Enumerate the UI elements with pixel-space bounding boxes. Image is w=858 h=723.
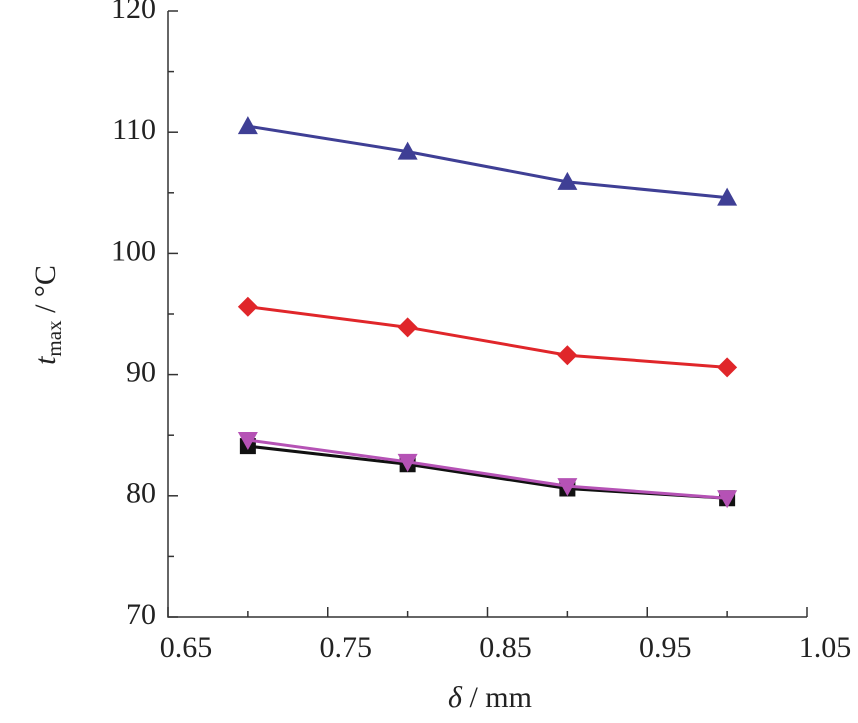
y-tick-label: 70 <box>126 598 156 631</box>
y-label-unit: / °C <box>29 265 62 320</box>
marker <box>557 345 578 366</box>
marker <box>397 317 418 338</box>
marker <box>557 171 578 190</box>
y-label-subscript: max <box>42 320 66 357</box>
series-line <box>247 305 728 369</box>
series-line <box>247 444 728 500</box>
marker <box>717 357 738 378</box>
y-tick-label: 110 <box>112 113 156 146</box>
marker <box>397 141 418 160</box>
marker <box>237 116 258 135</box>
marker <box>237 296 258 317</box>
y-tick-label: 90 <box>126 355 156 388</box>
y-axis-label: tmax / °C <box>29 265 66 365</box>
x-axis-label: δ / mm <box>448 681 532 714</box>
x-tick-label: 0.95 <box>639 631 692 664</box>
marker <box>557 478 578 497</box>
x-tick-label: 0.85 <box>479 631 532 664</box>
y-tick-label: 80 <box>126 477 156 510</box>
x-tick-label: 1.05 <box>799 631 852 664</box>
y-tick-label: 120 <box>111 0 156 25</box>
y-label-symbol: t <box>29 356 62 365</box>
marker <box>397 453 418 472</box>
series-line <box>247 124 728 200</box>
series-line <box>247 438 728 500</box>
x-tick-label: 0.65 <box>160 631 213 664</box>
marker <box>717 187 738 206</box>
x-label-symbol: δ <box>448 681 463 714</box>
y-tick-label: 100 <box>111 234 156 267</box>
marker <box>237 432 258 451</box>
x-tick-label: 0.75 <box>320 631 373 664</box>
x-label-unit: / mm <box>462 681 532 714</box>
axes <box>167 11 807 618</box>
marker <box>717 490 738 509</box>
